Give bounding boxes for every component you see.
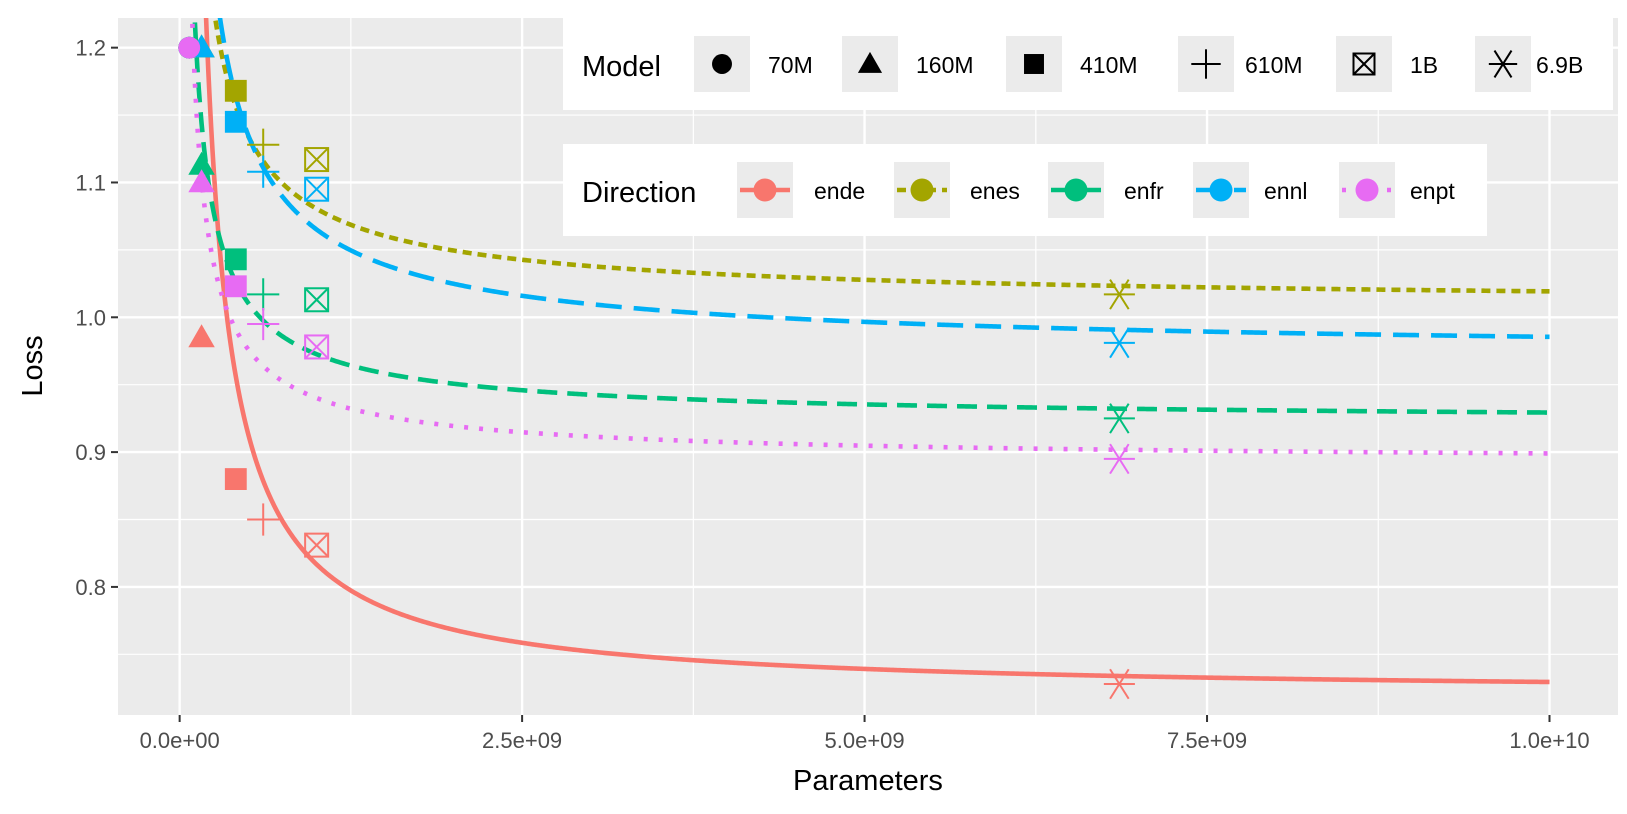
- direction-legend: Direction ende enes enfr ennl enpt: [563, 144, 1487, 236]
- direction-legend-label: enpt: [1410, 178, 1455, 204]
- point-ende-610M: [247, 503, 280, 536]
- model-legend-label: 70M: [768, 52, 813, 78]
- model-legend-label: 6.9B: [1536, 52, 1583, 78]
- point-enfr-1B: [304, 287, 330, 313]
- data-points: [178, 34, 1135, 700]
- y-tick-label: 1.2: [75, 36, 106, 61]
- curve-enfr: [192, 18, 1550, 415]
- x-tick-label: 7.5e+09: [1167, 728, 1247, 753]
- point-enes-1B: [304, 147, 330, 173]
- fit-curves: [189, 18, 1550, 685]
- model-legend-label: 160M: [916, 52, 974, 78]
- point-enfr-610M: [247, 278, 280, 311]
- direction-legend-dot-enpt: [1355, 178, 1379, 202]
- point-enpt-1B: [304, 334, 330, 360]
- x-tick-label: 0.0e+00: [140, 728, 220, 753]
- x-tick-label: 2.5e+09: [482, 728, 562, 753]
- direction-legend-label: ende: [814, 178, 865, 204]
- curve-enpt: [189, 18, 1550, 456]
- y-tick-label: 0.9: [75, 440, 106, 465]
- model-legend-title: Model: [582, 51, 661, 83]
- point-enpt-6.9B: [1103, 443, 1135, 475]
- direction-legend-title: Direction: [582, 177, 696, 209]
- point-enes-610M: [247, 128, 280, 161]
- y-axis-title: Loss: [17, 335, 49, 396]
- x-axis-title: Parameters: [793, 765, 943, 797]
- direction-legend-dot-ennl: [1209, 178, 1233, 202]
- model-legend-key-1B: [1352, 52, 1376, 76]
- point-enpt-610M: [247, 307, 280, 341]
- point-enes-410M: [224, 79, 247, 102]
- point-ennl-410M: [224, 110, 247, 133]
- curve-ennl: [217, 18, 1550, 340]
- minor-gridlines: [118, 18, 1618, 715]
- y-tick-label: 1.1: [75, 170, 106, 195]
- point-enpt-70M: [178, 36, 201, 59]
- direction-legend-dot-enfr: [1064, 178, 1088, 202]
- model-legend-label: 1B: [1410, 52, 1438, 78]
- model-legend-key-610M: [1191, 49, 1221, 79]
- direction-legend-dot-ende: [753, 178, 777, 202]
- point-ende-1B: [304, 532, 330, 558]
- direction-legend-dot-enes: [910, 178, 934, 202]
- model-legend-key-70M: [712, 54, 732, 74]
- curve-enes: [212, 18, 1550, 294]
- model-legend-key-6.9B: [1488, 49, 1518, 79]
- point-enfr-6.9B: [1103, 403, 1135, 434]
- x-tick-label: 1.0e+10: [1509, 728, 1589, 753]
- point-enpt-160M: [188, 169, 215, 193]
- y-tick-label: 0.8: [75, 575, 106, 600]
- point-enfr-410M: [224, 248, 247, 271]
- model-legend-label: 410M: [1080, 52, 1138, 78]
- plot-panel: [118, 18, 1618, 715]
- direction-legend-label: ennl: [1264, 178, 1307, 204]
- point-enpt-410M: [224, 275, 247, 298]
- point-ende-160M: [188, 324, 215, 348]
- point-ennl-610M: [247, 155, 280, 188]
- model-legend: Model 70M 160M 410M 610M 1B 6.9B: [563, 18, 1613, 110]
- direction-legend-box: [563, 144, 1487, 236]
- direction-legend-label: enes: [970, 178, 1020, 204]
- model-legend-key-410M: [1024, 54, 1044, 74]
- point-ende-6.9B: [1103, 668, 1135, 700]
- axis-ticks: 0.0e+00 2.5e+09 5.0e+09 7.5e+09 1.0e+10 0.8 0.…: [75, 36, 1589, 753]
- y-tick-label: 1.0: [75, 305, 106, 330]
- model-legend-label: 610M: [1245, 52, 1303, 78]
- model-legend-key-160M: [857, 51, 883, 73]
- point-ennl-1B: [304, 176, 330, 202]
- x-tick-label: 5.0e+09: [825, 728, 905, 753]
- direction-legend-label: enfr: [1124, 178, 1164, 204]
- point-ennl-6.9B: [1103, 327, 1135, 359]
- point-enfr-160M: [188, 151, 215, 175]
- point-enes-6.9B: [1103, 279, 1135, 310]
- curve-ende: [203, 18, 1550, 685]
- point-ende-410M: [224, 468, 247, 490]
